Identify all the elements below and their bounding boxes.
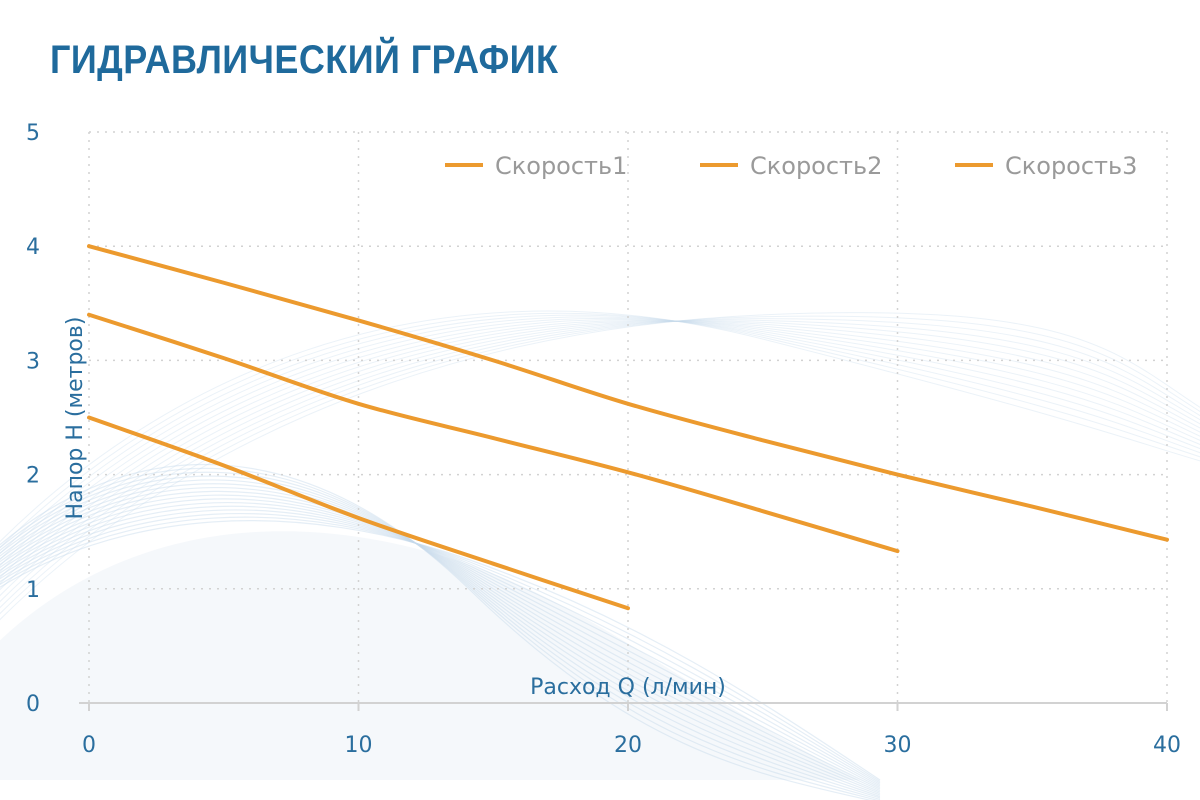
decor-wave-line (0, 475, 881, 799)
legend-item-1: Скорость1 (445, 152, 627, 180)
decor-wave-line (0, 314, 1200, 555)
y-tick-label: 1 (26, 578, 40, 603)
legend: Скорость1 Скорость2 Скорость3 (445, 152, 1137, 180)
decor-wave-line (0, 490, 881, 793)
series-line-3 (87, 415, 630, 611)
axes (79, 132, 1168, 711)
series-lines (87, 244, 1169, 611)
decor-wave-line (0, 498, 881, 790)
legend-label: Скорость1 (495, 152, 627, 180)
decor-wave-line (0, 312, 1200, 621)
legend-label: Скорость3 (1005, 152, 1137, 180)
decor-wave-line (0, 318, 1200, 609)
decor-wave-line (0, 315, 1200, 615)
decor-wave-line (0, 516, 881, 783)
x-tick-label: 0 (82, 733, 96, 758)
decor-wave-line (0, 467, 879, 800)
chart-title: ГИДРАВЛИЧЕСКИЙ ГРАФИК (50, 38, 559, 82)
decor-wave-line (0, 463, 872, 800)
series-line-2 (87, 312, 900, 554)
decor-wave-line (0, 509, 881, 786)
x-tick-labels: 0 10 20 30 40 (82, 733, 1181, 758)
y-tick-label: 4 (26, 235, 40, 260)
decor-wave-line (0, 494, 881, 792)
decor-wave-line (0, 505, 881, 787)
decor-wave-line (0, 483, 881, 796)
x-axis-label: Расход Q (л/мин) (530, 675, 726, 700)
decor-wave-line (0, 316, 1200, 561)
legend-label: Скорость2 (750, 152, 882, 180)
legend-item-3: Скорость3 (955, 152, 1137, 180)
x-tick-label: 10 (345, 733, 373, 758)
decor-wave-line (0, 320, 1200, 597)
y-tick-label: 0 (26, 692, 40, 717)
decor-wave-line (0, 320, 1200, 585)
decorative-wave-background (0, 310, 1200, 800)
decor-wave-line (0, 310, 1200, 543)
y-tick-label: 3 (26, 349, 40, 374)
decor-wave-line (0, 320, 1200, 591)
decor-wave-line (0, 319, 1200, 573)
x-tick-label: 30 (884, 733, 912, 758)
decor-wave-line (0, 520, 881, 781)
legend-item-2: Скорость2 (700, 152, 882, 180)
series-line-1 (87, 244, 1169, 542)
decor-wave-line (0, 320, 1200, 579)
decor-wave-line (0, 319, 1200, 603)
decor-wave-line (0, 502, 881, 789)
x-tick-label: 20 (614, 733, 642, 758)
decor-wave-line (0, 317, 1200, 567)
y-tick-labels: 0 1 2 3 4 5 (26, 121, 40, 717)
decor-wave-line (0, 486, 881, 795)
y-tick-label: 5 (26, 121, 40, 146)
y-tick-label: 2 (26, 464, 40, 489)
y-axis-label: Напор H (метров) (63, 317, 88, 520)
decor-wave-line (0, 512, 881, 784)
decor-wave-line (0, 471, 881, 800)
decor-wave-line (0, 312, 1200, 549)
decor-wave-fill (0, 531, 860, 780)
decor-wave-line (0, 479, 881, 798)
x-tick-label: 40 (1153, 733, 1181, 758)
